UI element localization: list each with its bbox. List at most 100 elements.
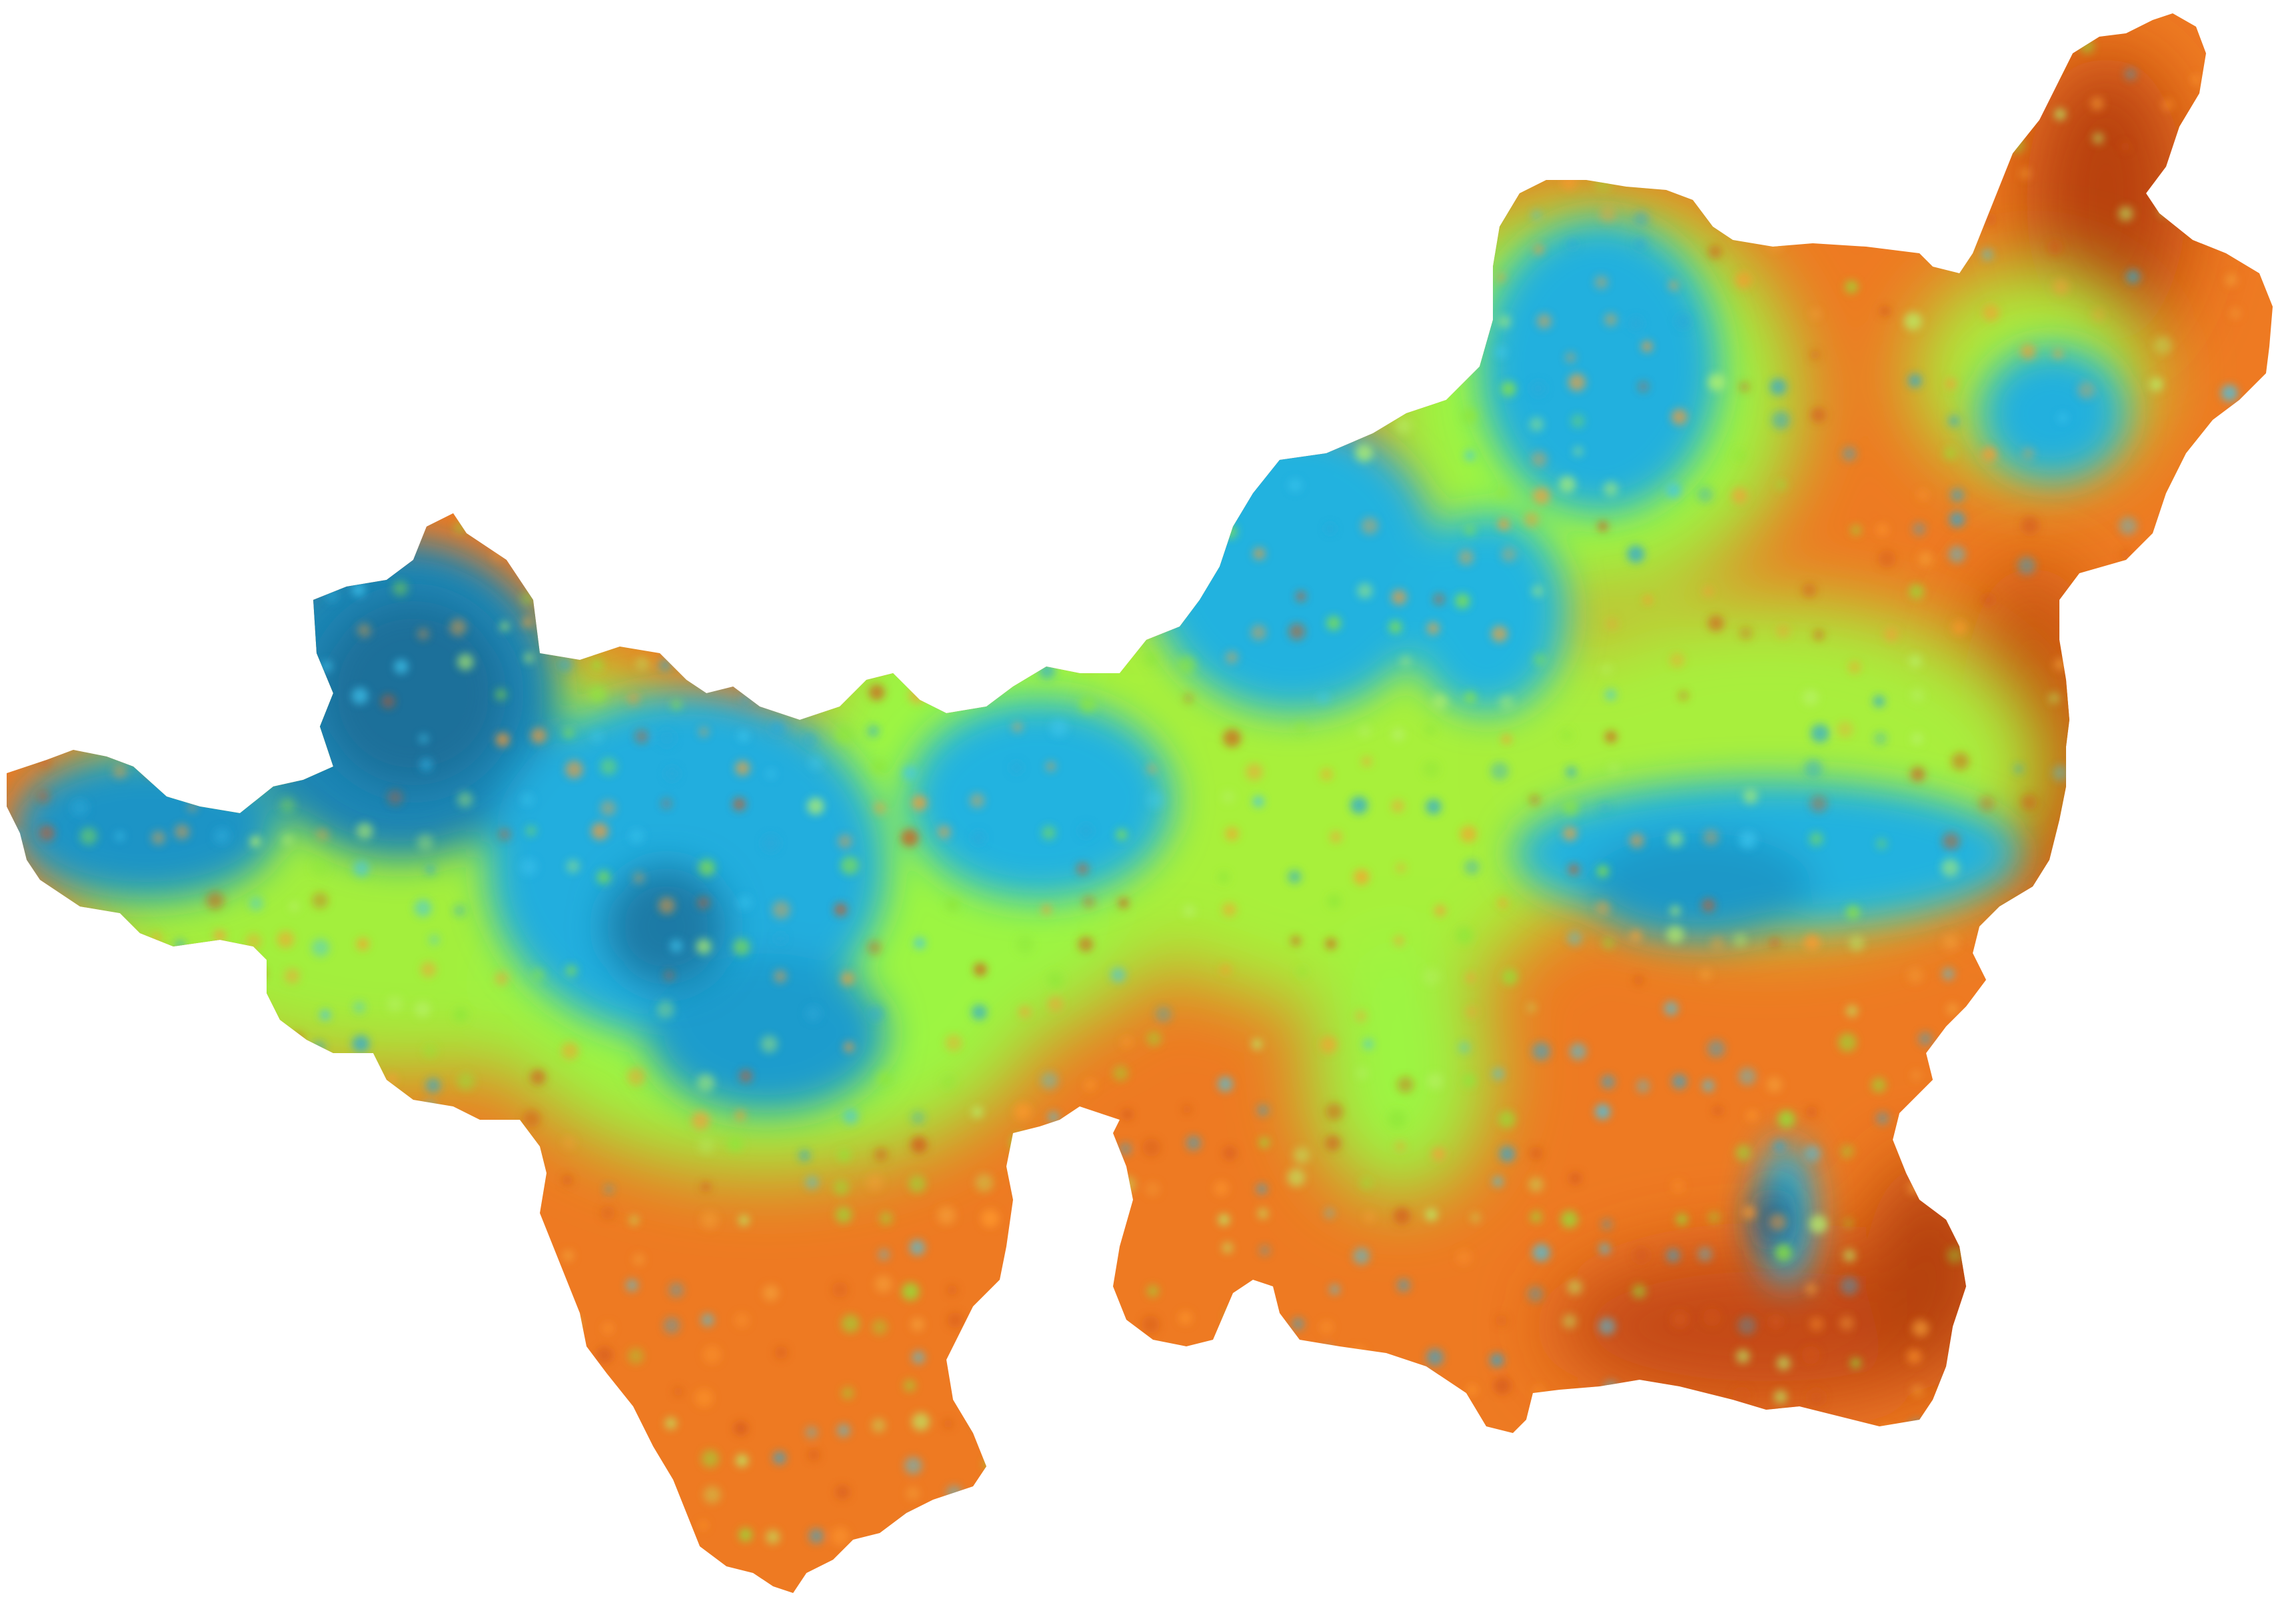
- sample-point: [458, 1350, 477, 1370]
- sample-point: [1530, 1210, 1543, 1223]
- sample-point: [1810, 407, 1826, 423]
- sample-point: [1702, 898, 1716, 912]
- sample-point: [43, 410, 57, 423]
- sample-point: [1084, 1250, 1095, 1260]
- sample-point: [1250, 1488, 1266, 1505]
- sample-point: [1248, 415, 1261, 429]
- sample-point: [1391, 799, 1404, 812]
- sample-point: [2086, 824, 2103, 842]
- sample-point: [2119, 1522, 2138, 1541]
- sample-point: [2154, 1272, 2173, 1292]
- sample-point: [1110, 213, 1122, 227]
- sample-point: [1122, 1109, 1133, 1120]
- sample-point: [1981, 447, 1997, 462]
- sample-point: [1531, 451, 1548, 467]
- sample-point: [187, 377, 199, 389]
- sample-point: [355, 1553, 371, 1569]
- sample-point: [9, 726, 24, 742]
- sample-point: [1595, 1104, 1611, 1120]
- sample-point: [1981, 593, 1995, 607]
- sample-point: [1629, 317, 1643, 331]
- sample-point: [1261, 1456, 1271, 1466]
- sample-point: [422, 1355, 435, 1368]
- sample-point: [1528, 1286, 1544, 1302]
- sample-point: [111, 1044, 121, 1054]
- sample-point: [324, 1179, 334, 1190]
- sample-point: [7, 1137, 19, 1150]
- sample-point: [1432, 1147, 1446, 1161]
- sample-point: [557, 657, 573, 673]
- sample-point: [1840, 1144, 1854, 1158]
- sample-point: [499, 1321, 511, 1332]
- sample-point: [946, 411, 958, 423]
- sample-point: [216, 727, 227, 737]
- sample-point: [600, 800, 616, 816]
- sample-point: [1908, 655, 1922, 669]
- sample-point: [902, 765, 918, 781]
- sample-point: [1217, 247, 1228, 257]
- sample-point: [252, 202, 269, 219]
- sample-point: [1320, 768, 1333, 781]
- sample-point: [1850, 1358, 1861, 1369]
- sample-point: [658, 350, 672, 365]
- sample-point: [874, 1275, 892, 1293]
- sample-point: [249, 107, 260, 119]
- sample-point: [414, 899, 432, 917]
- sample-point: [1146, 1030, 1162, 1046]
- sample-point: [461, 1280, 480, 1300]
- sample-point: [2195, 1249, 2212, 1266]
- sample-point: [421, 962, 437, 978]
- sample-point: [1356, 1067, 1369, 1080]
- sample-point: [1428, 1522, 1444, 1538]
- sample-point: [1979, 1287, 1989, 1298]
- sample-point: [1840, 1276, 1859, 1296]
- sample-point: [1110, 967, 1126, 983]
- sample-point: [1731, 487, 1748, 505]
- sample-point: [1042, 1390, 1057, 1404]
- sample-point: [69, 102, 83, 117]
- sample-point: [669, 419, 684, 434]
- sample-point: [1955, 1184, 1966, 1194]
- sample-point: [523, 653, 534, 663]
- sample-point: [700, 352, 713, 365]
- sample-point: [877, 1071, 893, 1087]
- sample-point: [1664, 1001, 1679, 1016]
- sample-point: [1496, 487, 1508, 499]
- sample-point: [2150, 1108, 2163, 1120]
- sample-point: [772, 175, 789, 193]
- sample-point: [1324, 1208, 1335, 1218]
- sample-point: [283, 767, 294, 779]
- sample-point: [423, 1044, 437, 1058]
- sample-point: [1843, 1249, 1856, 1262]
- sample-point: [770, 283, 780, 293]
- sample-point: [972, 63, 985, 77]
- sample-point: [185, 522, 200, 537]
- sample-point: [1146, 520, 1163, 537]
- sample-point: [691, 1111, 710, 1130]
- sample-point: [1146, 143, 1158, 155]
- sample-point: [804, 201, 819, 216]
- sample-point: [213, 930, 226, 942]
- sample-point: [151, 932, 161, 942]
- sample-point: [1667, 830, 1684, 847]
- sample-point: [1458, 549, 1474, 565]
- sample-point: [1948, 545, 1965, 563]
- sample-point: [1498, 518, 1510, 531]
- sample-point: [1225, 826, 1239, 841]
- sample-point: [1183, 693, 1194, 704]
- sample-point: [557, 519, 574, 536]
- sample-point: [766, 68, 781, 83]
- sample-point: [184, 1136, 200, 1152]
- sample-point: [483, 103, 501, 122]
- sample-point: [1739, 626, 1753, 641]
- sample-point: [1047, 971, 1064, 988]
- sample-point: [2019, 167, 2031, 179]
- sample-point: [1596, 900, 1610, 915]
- sample-point: [419, 733, 429, 744]
- sample-point: [1566, 1560, 1578, 1572]
- sample-point: [1845, 1004, 1858, 1017]
- sample-point: [840, 346, 853, 360]
- sample-point: [835, 726, 853, 744]
- sample-point: [2057, 412, 2069, 424]
- sample-point: [457, 653, 474, 671]
